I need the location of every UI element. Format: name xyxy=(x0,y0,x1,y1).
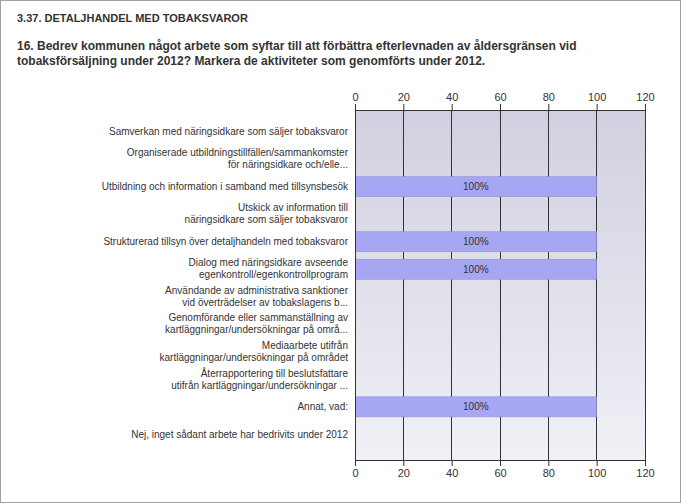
category-label: Mediaarbete utifrånkartläggningar/unders… xyxy=(160,340,349,363)
tick: 20 xyxy=(398,91,410,110)
y-axis: Samverkan med näringsidkare som säljer t… xyxy=(102,119,356,449)
tick-label: 80 xyxy=(543,91,555,103)
plot-background xyxy=(355,110,645,460)
tick-label: 40 xyxy=(446,91,458,103)
data-label: 100% xyxy=(463,181,489,192)
data-label: 100% xyxy=(463,236,489,247)
x-axis-top: 0 20 40 60 80 100 120 xyxy=(352,91,654,111)
tick: 20 xyxy=(398,460,410,479)
tick: Genomförande eller sammanställning avkar… xyxy=(165,312,355,335)
tick-mark xyxy=(645,460,646,466)
category-label: Nej, inget sådant arbete har bedrivits u… xyxy=(131,429,348,440)
tick-mark xyxy=(500,460,501,466)
tick: Utbildning och information i samband med… xyxy=(102,181,355,192)
x-axis-bottom: 0 20 40 60 80 100 120 xyxy=(352,460,654,479)
tick: Organiserade utbildningstillfällen/samma… xyxy=(127,147,355,170)
tick: Dialog med näringsidkare avseendeegenkon… xyxy=(188,257,355,280)
tick-mark xyxy=(355,460,356,466)
tick-mark xyxy=(403,104,404,110)
data-label: 100% xyxy=(463,401,489,412)
data-labels: 100% 100% 100% 100% xyxy=(463,181,489,412)
bar xyxy=(355,397,597,417)
tick-label: 100 xyxy=(588,91,606,103)
tick-mark xyxy=(548,104,549,110)
tick: Utskick av information tillnäringsidkare… xyxy=(185,202,355,225)
category-label: Återrapportering till beslutsfattareutif… xyxy=(171,367,348,391)
axis-line xyxy=(355,119,356,449)
tick: 100 xyxy=(588,460,606,479)
tick: 120 xyxy=(636,91,654,110)
grid xyxy=(355,110,645,460)
tick: 0 xyxy=(352,91,358,110)
tick-label: 60 xyxy=(494,91,506,103)
tick-label: 40 xyxy=(446,467,458,479)
tick: 60 xyxy=(494,460,506,479)
tick-mark xyxy=(645,104,646,110)
tick-mark xyxy=(500,104,501,110)
tick-label: 60 xyxy=(494,467,506,479)
tick-mark xyxy=(452,104,453,110)
category-label: Utbildning och information i samband med… xyxy=(102,181,349,192)
tick: 0 xyxy=(352,460,358,479)
tick: Strukturerad tillsyn över detaljhandeln … xyxy=(103,236,355,247)
tick-label: 0 xyxy=(352,467,358,479)
tick: Nej, inget sådant arbete har bedrivits u… xyxy=(131,429,355,440)
category-label: Organiserade utbildningstillfällen/samma… xyxy=(127,147,349,170)
bar xyxy=(355,259,597,279)
tick-mark xyxy=(403,460,404,466)
tick-label: 120 xyxy=(636,91,654,103)
bars xyxy=(355,177,597,417)
tick-label: 20 xyxy=(398,467,410,479)
grid-line xyxy=(355,110,356,460)
frame xyxy=(1,1,681,503)
bar xyxy=(355,177,597,197)
data-label: 100% xyxy=(463,264,489,275)
tick: 120 xyxy=(636,460,654,479)
category-label: Dialog med näringsidkare avseendeegenkon… xyxy=(188,257,348,280)
tick-label: 20 xyxy=(398,91,410,103)
tick: Återrapportering till beslutsfattareutif… xyxy=(171,367,355,391)
tick: Användande av administrativa sanktionerv… xyxy=(165,285,355,308)
tick-label: 100 xyxy=(588,467,606,479)
tick-label: 120 xyxy=(636,467,654,479)
tick-mark xyxy=(452,460,453,466)
tick-label: 80 xyxy=(543,467,555,479)
title: 3.37. DETALJHANDEL MED TOBAKSVAROR xyxy=(17,12,248,24)
tick: 40 xyxy=(446,91,458,110)
tick-mark xyxy=(597,460,598,466)
tick: Annat, vad: xyxy=(297,401,355,412)
tick-mark xyxy=(548,460,549,466)
category-label: Strukturerad tillsyn över detaljhandeln … xyxy=(103,236,348,247)
axis-line xyxy=(356,110,646,111)
tick-label: 0 xyxy=(352,91,358,103)
category-label: Utskick av information tillnäringsidkare… xyxy=(185,202,349,225)
category-label: Genomförande eller sammanställning avkar… xyxy=(165,312,348,335)
tick: 60 xyxy=(494,91,506,110)
tick: 80 xyxy=(543,91,555,110)
tick: 40 xyxy=(446,460,458,479)
grid-line xyxy=(645,110,646,460)
tick-mark xyxy=(355,104,356,110)
tick: Mediaarbete utifrånkartläggningar/unders… xyxy=(160,340,355,363)
tick: 80 xyxy=(543,460,555,479)
tick: 100 xyxy=(588,91,606,110)
category-label: Användande av administrativa sanktionerv… xyxy=(165,285,349,308)
category-label: Samverkan med näringsidkare som säljer t… xyxy=(109,126,349,137)
chart: 3.37. DETALJHANDEL MED TOBAKSVAROR 16. Be… xyxy=(0,0,681,503)
tick: Samverkan med näringsidkare som säljer t… xyxy=(109,126,355,137)
tick-mark xyxy=(597,104,598,110)
bar xyxy=(355,232,597,252)
subtitle: 16. Bedrev kommunen något arbete som syf… xyxy=(17,39,577,68)
category-label: Annat, vad: xyxy=(297,401,348,412)
